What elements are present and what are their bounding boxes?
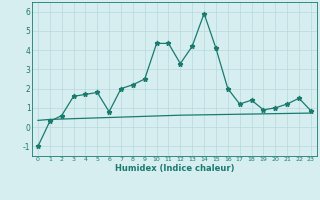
X-axis label: Humidex (Indice chaleur): Humidex (Indice chaleur) [115, 164, 234, 173]
